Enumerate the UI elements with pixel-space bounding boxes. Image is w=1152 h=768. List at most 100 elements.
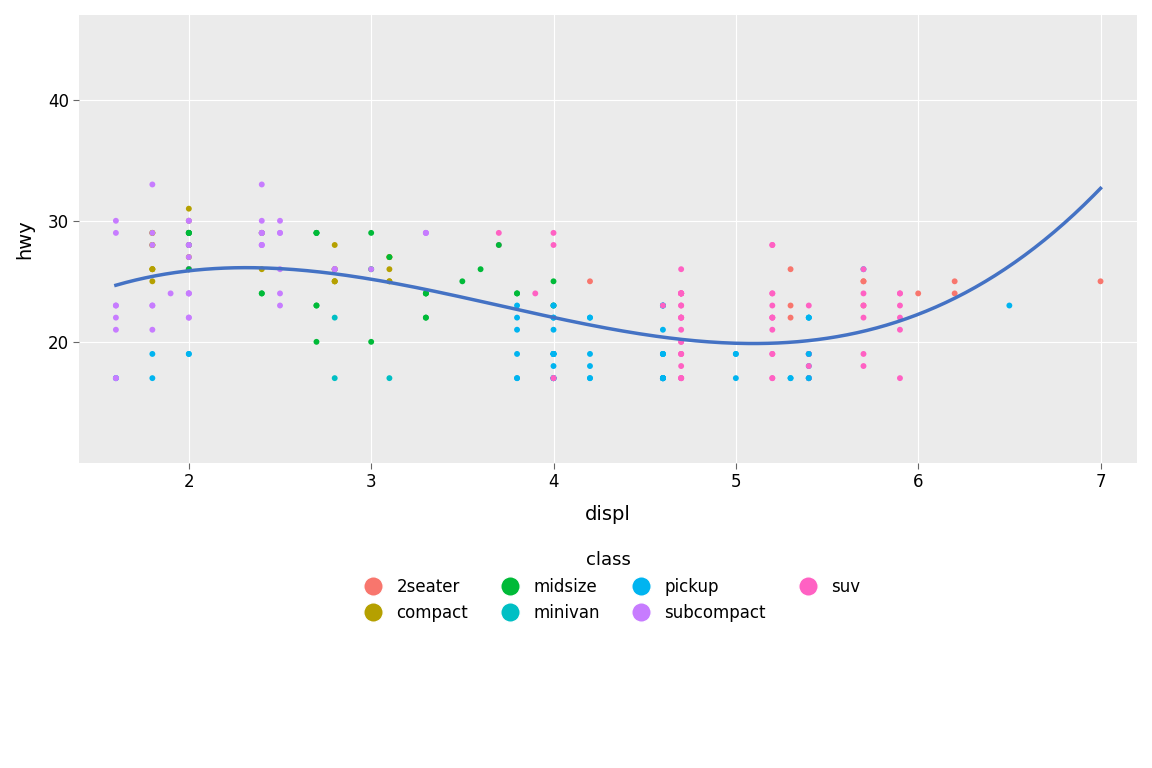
Point: [180, 348, 198, 360]
Point: [180, 263, 198, 276]
Point: [508, 300, 526, 312]
Point: [855, 275, 873, 287]
Point: [143, 348, 161, 360]
Point: [180, 312, 198, 324]
Point: [143, 300, 161, 312]
Point: [143, 300, 161, 312]
Point: [653, 372, 672, 384]
Point: [581, 348, 599, 360]
Point: [252, 227, 271, 239]
Point: [544, 348, 562, 360]
Point: [180, 251, 198, 263]
Point: [252, 178, 271, 190]
Point: [799, 348, 818, 360]
Point: [490, 239, 508, 251]
Point: [143, 239, 161, 251]
Point: [362, 263, 380, 276]
Point: [180, 239, 198, 251]
Point: [526, 287, 545, 300]
Point: [271, 214, 289, 227]
Point: [107, 372, 126, 384]
Point: [143, 227, 161, 239]
Point: [544, 348, 562, 360]
Point: [180, 227, 198, 239]
Point: [308, 300, 326, 312]
Point: [544, 312, 562, 324]
Point: [180, 239, 198, 251]
Point: [672, 312, 690, 324]
Point: [855, 275, 873, 287]
Point: [417, 227, 435, 239]
Point: [653, 323, 672, 336]
Point: [362, 227, 380, 239]
Point: [799, 348, 818, 360]
Point: [417, 312, 435, 324]
Point: [107, 372, 126, 384]
Point: [180, 263, 198, 276]
Point: [544, 227, 562, 239]
Point: [508, 372, 526, 384]
Point: [855, 287, 873, 300]
Point: [653, 372, 672, 384]
Point: [763, 312, 781, 324]
Point: [1091, 275, 1109, 287]
Point: [890, 287, 909, 300]
Point: [799, 348, 818, 360]
Point: [581, 372, 599, 384]
Point: [180, 214, 198, 227]
Point: [855, 263, 873, 276]
Point: [544, 372, 562, 384]
Point: [799, 372, 818, 384]
Point: [799, 348, 818, 360]
Point: [508, 312, 526, 324]
Point: [581, 312, 599, 324]
Point: [653, 372, 672, 384]
Point: [326, 263, 344, 276]
Point: [107, 300, 126, 312]
Point: [107, 312, 126, 324]
Point: [308, 227, 326, 239]
Point: [672, 312, 690, 324]
Point: [107, 227, 126, 239]
Point: [799, 372, 818, 384]
Point: [326, 263, 344, 276]
Point: [308, 227, 326, 239]
Point: [763, 372, 781, 384]
Point: [180, 227, 198, 239]
Point: [180, 263, 198, 276]
Point: [544, 275, 562, 287]
Point: [326, 263, 344, 276]
Point: [252, 227, 271, 239]
Point: [581, 360, 599, 372]
Point: [653, 372, 672, 384]
Point: [180, 227, 198, 239]
Point: [326, 263, 344, 276]
Point: [855, 263, 873, 276]
Point: [417, 227, 435, 239]
Point: [180, 239, 198, 251]
Point: [781, 372, 799, 384]
Point: [508, 372, 526, 384]
Point: [653, 372, 672, 384]
Point: [781, 372, 799, 384]
Point: [180, 227, 198, 239]
Point: [855, 360, 873, 372]
Point: [180, 312, 198, 324]
Point: [672, 372, 690, 384]
Point: [763, 239, 781, 251]
Point: [799, 312, 818, 324]
Point: [544, 300, 562, 312]
Point: [672, 372, 690, 384]
Point: [581, 372, 599, 384]
Point: [672, 287, 690, 300]
Point: [653, 372, 672, 384]
Point: [672, 287, 690, 300]
Point: [544, 348, 562, 360]
Point: [799, 312, 818, 324]
Point: [799, 372, 818, 384]
Point: [544, 348, 562, 360]
Point: [544, 372, 562, 384]
Point: [380, 251, 399, 263]
Point: [544, 300, 562, 312]
Point: [252, 227, 271, 239]
